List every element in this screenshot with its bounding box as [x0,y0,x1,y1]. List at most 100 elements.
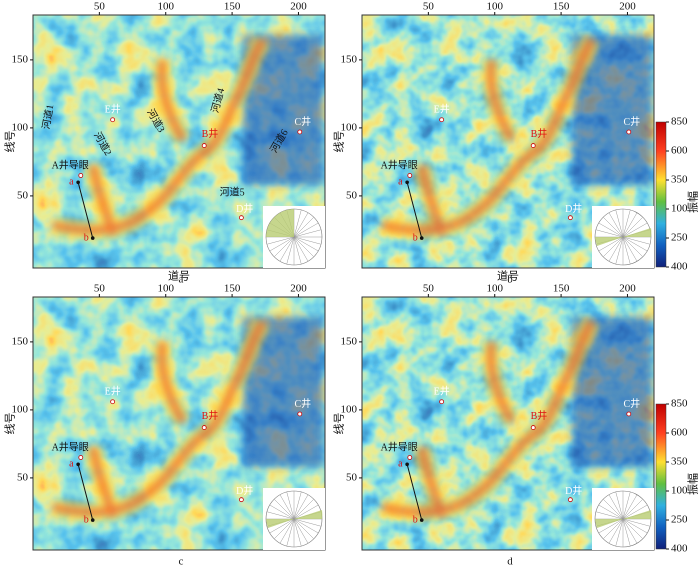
colorbar-tick-label: 250 [671,232,688,244]
y-tick-label: 150 [12,53,29,65]
well-marker [530,425,536,430]
well-marker [439,399,445,405]
panel-label: b [507,274,513,286]
channel-core [52,38,266,236]
panel-frame [32,14,326,269]
panel-frame [32,296,326,551]
well-label: B井 [202,409,219,422]
well-track [77,182,94,239]
colorbar-tick-label: 250 [671,514,688,526]
well-marker [626,411,632,417]
colorbar: 850 600 350 100 250 400 振幅 [655,116,700,273]
colorbar-tick-label: 400 [671,261,688,273]
channel-label: 河道1 [39,103,56,130]
x-tick-label: 100 [157,283,174,295]
well-label: B井 [531,127,548,140]
y-tick-label: 50 [346,471,358,483]
point-marker [90,236,95,240]
channel-core [381,320,595,518]
x-tick-label: 100 [157,1,174,13]
y-axis-label: 线号 [332,131,346,153]
rose-inset [592,488,654,550]
map-panel: 5010015020050100150道号线号aA井导眼B井C井D井E井ab河道… [3,0,326,286]
y-tick-label: 50 [346,189,358,201]
well-marker [439,117,445,123]
x-tick-label: 50 [423,283,435,295]
well-marker [238,497,244,503]
rose-sector [595,228,652,246]
colorbar-label: 振幅 [686,191,700,213]
x-tick-label: 100 [486,1,503,13]
colorbar-bar [655,403,667,550]
colorbar-bar [655,121,667,268]
colorbar-tick-label: 350 [671,174,688,186]
y-tick-label: 150 [341,335,358,347]
panel-label: a [179,274,184,286]
y-tick-label: 100 [341,121,358,133]
colorbar-tick-label: 100 [671,485,688,497]
point-label: b [84,514,89,525]
rose-inset [263,488,325,550]
well-label: E井 [434,103,450,116]
channel-core [381,38,595,236]
point-label: a [398,177,403,188]
colorbar-tick-label: 350 [671,456,688,468]
colorbar-tick-label: 600 [671,145,688,157]
well-label: D井 [565,202,582,215]
well-label: C井 [294,115,311,128]
well-marker [201,143,207,148]
point-marker [419,518,424,522]
y-tick-label: 100 [12,121,29,133]
point-label: b [413,232,418,243]
well-marker [110,399,116,405]
colorbar-tick-label: 850 [671,398,688,410]
rose-sector [266,510,323,528]
x-tick-label: 150 [553,1,570,13]
y-axis-label: 线号 [3,413,17,435]
point-label: a [69,177,74,188]
well-label: A井导眼 [381,158,418,171]
point-label: a [398,459,403,470]
x-axis-label: 道号 [168,0,190,1]
point-label: b [413,514,418,525]
colorbar-tick-label: 600 [671,427,688,439]
amplitude-map [33,15,325,268]
x-axis-label: 道号 [497,0,519,1]
well-label: B井 [202,127,219,140]
y-tick-label: 150 [12,335,29,347]
rose-sector [595,510,652,528]
x-tick-label: 150 [224,283,241,295]
amplitude-map [33,297,325,550]
y-tick-label: 50 [17,189,29,201]
well-label: E井 [105,103,121,116]
well-label: A井导眼 [381,440,418,453]
well-marker [297,129,303,135]
well-track [77,464,94,521]
well-marker [626,129,632,135]
map-panel: 5010015020050100150道号线号bA井导眼B井C井D井E井ab [332,0,655,286]
channel-label: 河道5 [220,185,245,198]
well-marker [407,455,413,460]
point-marker [90,518,95,522]
y-axis-label: 线号 [3,131,17,153]
colorbar-label: 振幅 [686,473,700,495]
x-tick-label: 200 [290,283,307,295]
x-tick-label: 200 [290,1,307,13]
x-axis-label: 道号 [497,269,519,283]
well-label: A井导眼 [52,440,89,453]
well-label: D井 [236,202,253,215]
colorbar-tick-label: 850 [671,116,688,128]
point-label: b [84,232,89,243]
well-label: D井 [565,484,582,497]
x-tick-label: 100 [486,283,503,295]
well-label: E井 [434,385,450,398]
x-axis-label: 道号 [168,269,190,283]
y-tick-label: 100 [12,403,29,415]
y-tick-label: 150 [341,53,358,65]
panel-frame [361,14,655,269]
panel-label: c [179,556,184,568]
rose-inset [263,206,325,268]
rose-sector [266,209,294,237]
